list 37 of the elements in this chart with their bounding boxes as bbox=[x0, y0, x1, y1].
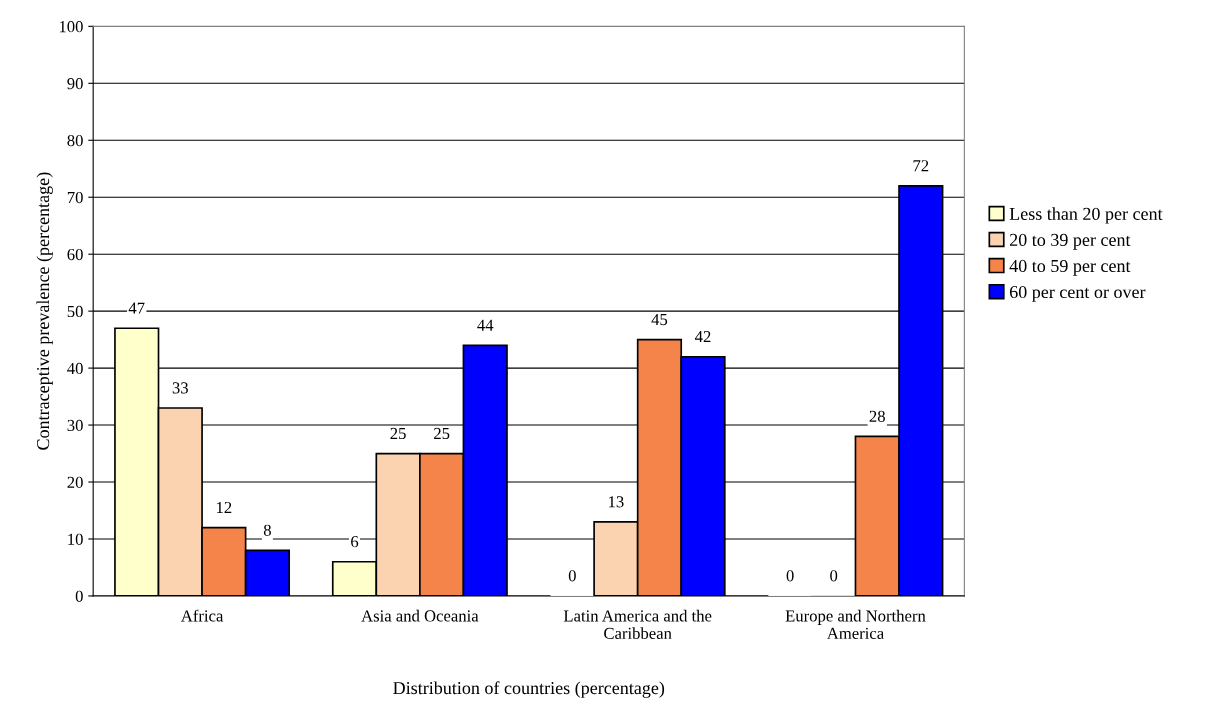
data-label: 33 bbox=[172, 382, 188, 394]
y-tick-label: 40 bbox=[67, 362, 83, 375]
x-tick-label: Africa bbox=[180, 609, 224, 622]
data-label: 47 bbox=[128, 302, 145, 314]
data-label: 25 bbox=[434, 427, 450, 440]
legend-label: 40 to 59 per cent bbox=[1009, 259, 1131, 276]
y-tick-label: 70 bbox=[67, 191, 83, 204]
data-label: 0 bbox=[786, 570, 794, 582]
data-label: 0 bbox=[568, 570, 576, 582]
data-label: 8 bbox=[263, 524, 271, 536]
x-axis-title: Distribution of countries (percentage) bbox=[393, 681, 665, 698]
data-label: 12 bbox=[216, 501, 232, 513]
data-label: 44 bbox=[477, 319, 494, 331]
y-tick-label: 0 bbox=[75, 590, 83, 602]
data-label: 13 bbox=[609, 496, 624, 508]
legend-label: Less than 20 per cent bbox=[1009, 207, 1163, 224]
y-tick-label: 10 bbox=[68, 533, 83, 545]
x-tick-label: Latin America and the Caribbean bbox=[563, 609, 712, 639]
y-tick-label: 80 bbox=[67, 134, 83, 147]
y-axis-title: Contraceptive prevalence (percentage) bbox=[36, 172, 53, 450]
y-tick-label: 50 bbox=[67, 305, 83, 318]
data-label: 45 bbox=[651, 313, 668, 326]
y-tick-label: 90 bbox=[67, 78, 83, 90]
data-label: 28 bbox=[869, 410, 885, 422]
y-tick-label: 30 bbox=[67, 419, 83, 432]
data-label: 42 bbox=[695, 331, 711, 343]
y-tick-label: 20 bbox=[67, 476, 83, 488]
y-tick-label: 60 bbox=[67, 248, 83, 261]
x-tick-label: Europe and Northern America bbox=[785, 609, 926, 639]
legend-label: 60 per cent or over bbox=[1009, 285, 1146, 302]
data-label: 72 bbox=[913, 160, 929, 172]
data-label: 0 bbox=[830, 570, 838, 582]
y-tick-label: 100 bbox=[59, 21, 83, 33]
legend-label: 20 to 39 per cent bbox=[1009, 233, 1131, 250]
x-tick-label: Asia and Oceania bbox=[361, 609, 479, 622]
data-label: 25 bbox=[390, 427, 406, 440]
data-label: 6 bbox=[351, 536, 359, 548]
